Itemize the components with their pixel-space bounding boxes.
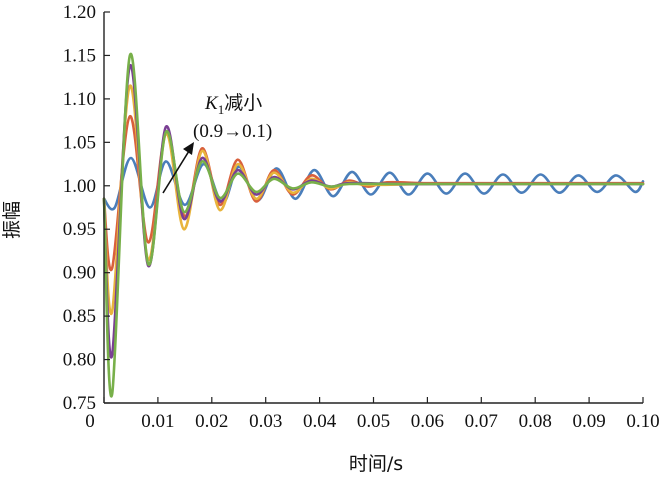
y-tick-label: 1.05	[63, 132, 96, 153]
series-line-1	[102, 156, 645, 211]
x-tick-label: 0.06	[411, 411, 444, 432]
x-tick-label: 0.10	[626, 411, 659, 432]
annotation-line1: K1减小	[204, 92, 262, 117]
plot-area	[102, 52, 645, 398]
annotation-arrow-shaft	[162, 150, 190, 194]
y-tick-label: 0.95	[63, 219, 96, 240]
annotation-k-subscript: 1	[218, 102, 225, 117]
y-tick-label: 1.00	[63, 176, 96, 197]
x-tick-label: 0.01	[141, 411, 174, 432]
series-line-5	[102, 52, 645, 398]
y-tick-label: 0.85	[63, 306, 96, 327]
y-tick-label: 0.80	[63, 350, 96, 371]
x-tick-label: 0.03	[249, 411, 282, 432]
y-tick-label: 1.20	[63, 2, 96, 23]
y-tick-label: 0.90	[63, 263, 96, 284]
y-tick-label: 0.75	[63, 393, 96, 414]
annotation: K1减小 (0.9→0.1)	[162, 92, 272, 194]
y-tick-label: 1.15	[63, 45, 96, 66]
annotation-line2: (0.9→0.1)	[193, 121, 272, 142]
x-tick-label: 0	[85, 411, 95, 432]
axes: 0.75 0.80 0.85 0.90 0.95 1.00 1.05 1.10 1.15 1.20…	[63, 2, 660, 432]
x-tick-label: 0.04	[303, 411, 337, 432]
annotation-arrowhead	[183, 142, 194, 155]
series-line-3	[102, 84, 645, 316]
x-tick-label: 0.08	[519, 411, 552, 432]
x-tick-label: 0.07	[465, 411, 498, 432]
x-tick-label: 0.09	[572, 411, 605, 432]
x-tick-label: 0.05	[357, 411, 390, 432]
y-tick-label: 1.10	[63, 89, 96, 110]
x-tick-label: 0.02	[195, 411, 228, 432]
annotation-k-symbol: K	[204, 93, 219, 114]
x-axis-title: 时间/s	[349, 453, 403, 475]
annotation-decrease-text: 减小	[224, 92, 262, 114]
y-axis-title: 振幅	[1, 201, 23, 239]
